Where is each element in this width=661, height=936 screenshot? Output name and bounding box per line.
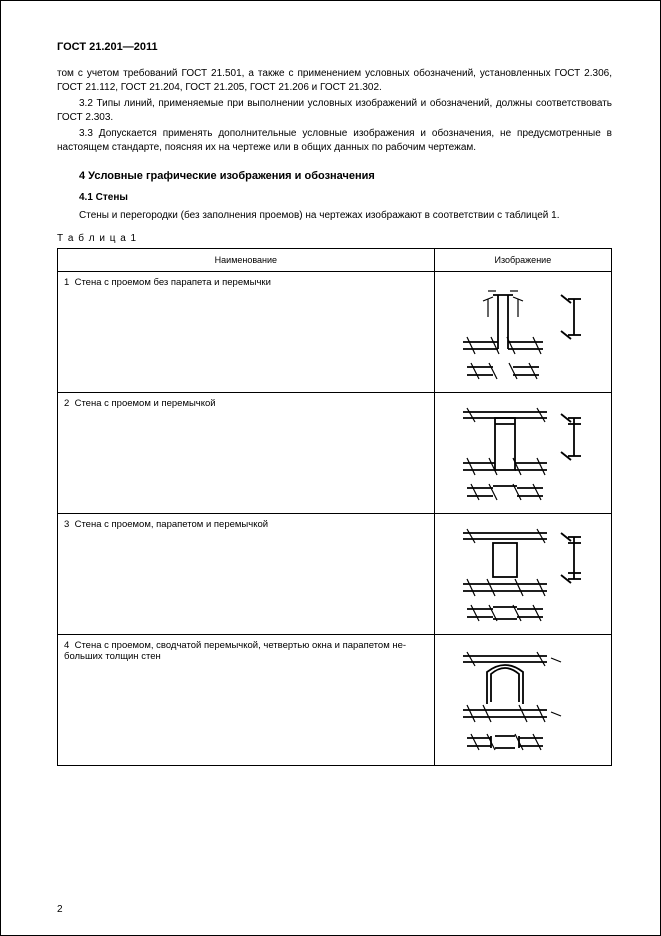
table-1-label: Т а б л и ц а 1 xyxy=(57,233,612,244)
table-row: 4 Стена с проемом, сводчатой перемычкой,… xyxy=(58,634,612,765)
table-row: 1 Стена с проемом без парапета и перемыч… xyxy=(58,271,612,392)
paragraph-4-1: Стены и перегородки (без заполнения прое… xyxy=(57,209,612,223)
row-1-name: 1 Стена с проемом без парапета и перемыч… xyxy=(58,271,435,392)
table-header-row: Наименование Изображение xyxy=(58,248,612,271)
wall-diagram-3 xyxy=(453,519,593,629)
table-1: Наименование Изображение 1 Стена с проем… xyxy=(57,248,612,766)
th-name: Наименование xyxy=(58,248,435,271)
section-4-heading: 4 Условные графические изображения и обо… xyxy=(79,170,612,182)
row-2-name: 2 Стена с проемом и перемычкой xyxy=(58,392,435,513)
wall-diagram-2 xyxy=(453,398,593,508)
row-4-name: 4 Стена с проемом, сводчатой перемычкой,… xyxy=(58,634,435,765)
page-number: 2 xyxy=(57,904,63,915)
paragraph-1: том с учетом требований ГОСТ 21.501, а т… xyxy=(57,67,612,94)
table-row: 2 Стена с проемом и перемычкой xyxy=(58,392,612,513)
row-2-image xyxy=(434,392,611,513)
row-3-name: 3 Стена с проемом, парапетом и перемычко… xyxy=(58,513,435,634)
wall-diagram-4 xyxy=(453,640,593,760)
sub-4-1-heading: 4.1 Стены xyxy=(79,192,612,203)
doc-header: ГОСТ 21.201—2011 xyxy=(57,41,612,53)
row-1-image xyxy=(434,271,611,392)
table-row: 3 Стена с проемом, парапетом и перемычко… xyxy=(58,513,612,634)
wall-diagram-1 xyxy=(453,277,593,387)
th-image: Изображение xyxy=(434,248,611,271)
page: ГОСТ 21.201—2011 том с учетом требований… xyxy=(0,0,661,936)
row-3-image xyxy=(434,513,611,634)
row-4-image xyxy=(434,634,611,765)
paragraph-3: 3.3 Допускается применять дополнительные… xyxy=(57,127,612,154)
paragraph-2: 3.2 Типы линий, применяемые при выполнен… xyxy=(57,97,612,124)
